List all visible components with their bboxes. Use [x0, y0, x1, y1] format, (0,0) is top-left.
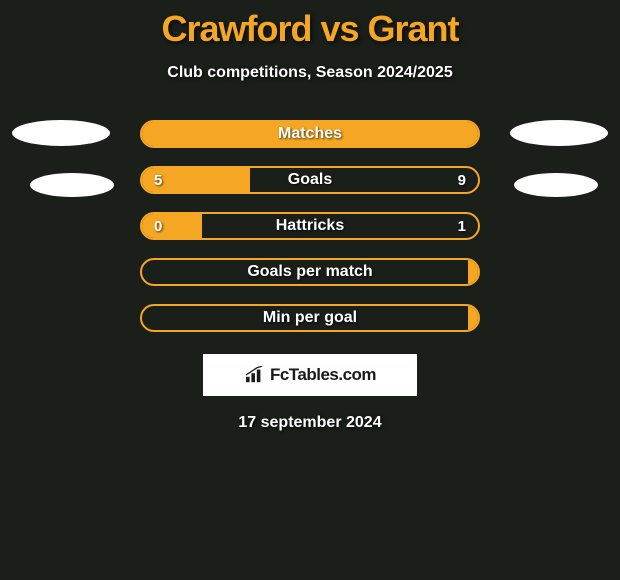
bar-label: Matches	[278, 125, 342, 143]
stat-bars: Matches 5 Goals 9 0 Hattricks 1 Goals pe…	[140, 120, 480, 332]
bar-label: Hattricks	[276, 217, 344, 235]
stat-bar-goals-per-match: Goals per match	[140, 258, 480, 286]
bar-chart-icon	[244, 366, 266, 384]
bar-label: Min per goal	[263, 309, 357, 327]
player-left-ellipse-1	[12, 120, 110, 146]
bar-fill-right	[468, 306, 478, 330]
bar-label: Goals per match	[247, 263, 372, 281]
bar-value-left: 0	[154, 218, 162, 235]
player-right-ellipse-1	[510, 120, 608, 146]
chart-area: Matches 5 Goals 9 0 Hattricks 1 Goals pe…	[0, 120, 620, 432]
player-left-ellipse-2	[30, 173, 114, 197]
bar-value-right: 1	[458, 218, 466, 235]
bar-fill-right	[468, 260, 478, 284]
logo-text: FcTables.com	[270, 365, 376, 385]
logo-box: FcTables.com	[203, 354, 417, 396]
bar-value-right: 9	[458, 172, 466, 189]
bar-label: Goals	[288, 171, 332, 189]
stat-bar-hattricks: 0 Hattricks 1	[140, 212, 480, 240]
comparison-card: Crawford vs Grant Club competitions, Sea…	[0, 0, 620, 432]
stat-bar-matches: Matches	[140, 120, 480, 148]
stat-bar-goals: 5 Goals 9	[140, 166, 480, 194]
page-title: Crawford vs Grant	[161, 8, 458, 50]
page-subtitle: Club competitions, Season 2024/2025	[167, 64, 452, 82]
bar-fill-left	[142, 214, 202, 238]
stat-bar-min-per-goal: Min per goal	[140, 304, 480, 332]
bar-value-left: 5	[154, 172, 162, 189]
player-right-ellipse-2	[514, 173, 598, 197]
footer-date: 17 september 2024	[0, 414, 620, 432]
